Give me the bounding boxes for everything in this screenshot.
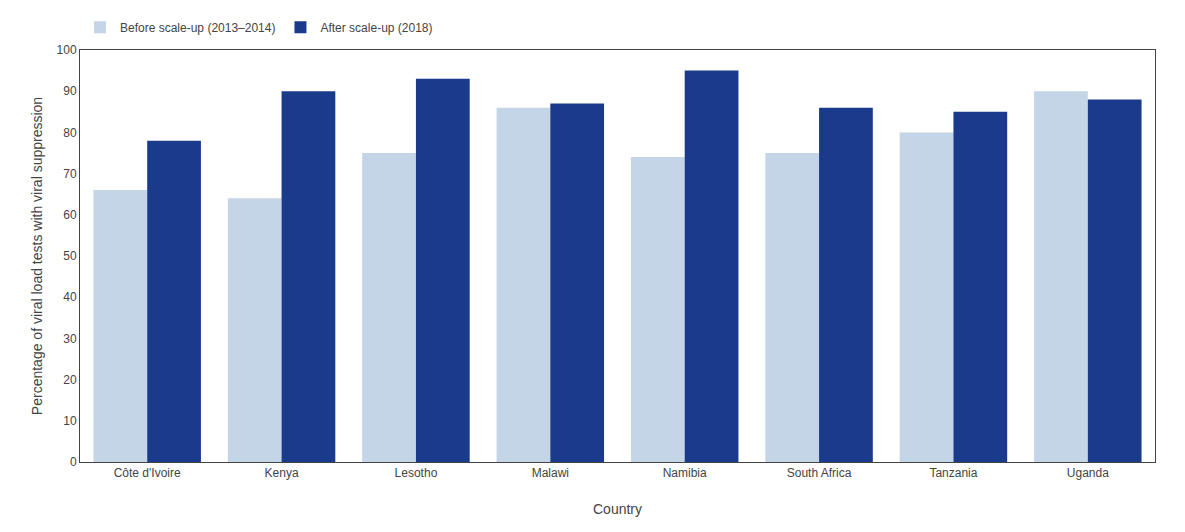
svg-text:40: 40 xyxy=(63,290,77,304)
svg-text:Uganda: Uganda xyxy=(1067,466,1109,480)
svg-text:Kenya: Kenya xyxy=(265,466,299,480)
svg-text:100: 100 xyxy=(57,43,77,57)
svg-text:After scale-up (2018): After scale-up (2018) xyxy=(320,21,432,35)
svg-text:30: 30 xyxy=(63,332,77,346)
svg-text:0: 0 xyxy=(70,455,77,469)
svg-text:Before scale-up (2013–2014): Before scale-up (2013–2014) xyxy=(120,21,275,35)
svg-text:20: 20 xyxy=(63,373,77,387)
svg-text:70: 70 xyxy=(63,167,77,181)
svg-text:80: 80 xyxy=(63,126,77,140)
svg-text:Tanzania: Tanzania xyxy=(929,466,977,480)
svg-text:50: 50 xyxy=(63,249,77,263)
svg-text:Percentage of viral load tests: Percentage of viral load tests with vira… xyxy=(29,97,45,415)
svg-text:10: 10 xyxy=(63,414,77,428)
svg-text:Namibia: Namibia xyxy=(663,466,707,480)
svg-text:Malawi: Malawi xyxy=(532,466,569,480)
svg-text:Lesotho: Lesotho xyxy=(395,466,438,480)
svg-text:90: 90 xyxy=(63,84,77,98)
svg-text:Country: Country xyxy=(593,501,642,517)
svg-text:60: 60 xyxy=(63,208,77,222)
svg-text:South Africa: South Africa xyxy=(787,466,852,480)
svg-text:Côte d'Ivoire: Côte d'Ivoire xyxy=(114,466,181,480)
